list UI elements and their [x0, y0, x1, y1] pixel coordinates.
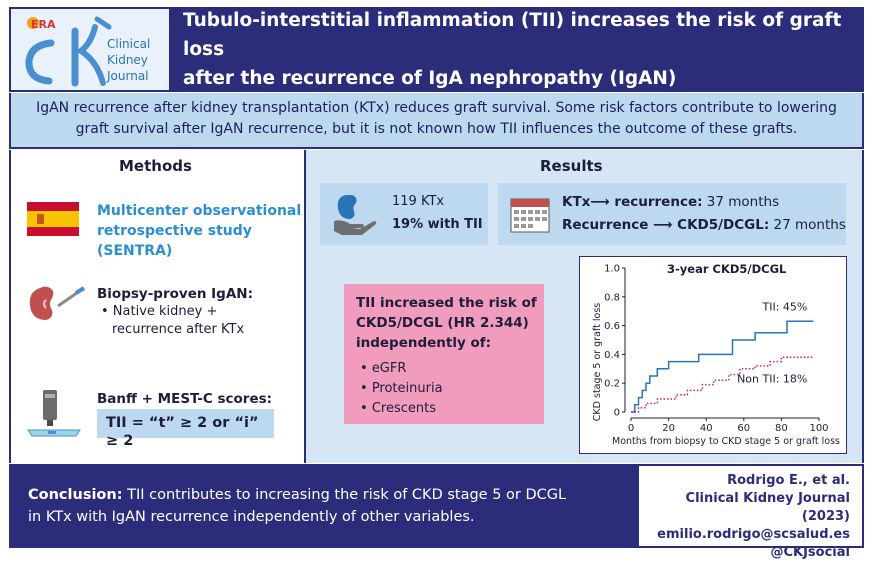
risk-statement: TII increased the risk of CKD5/DCGL (HR … [356, 295, 537, 351]
y-tick-label: 0.8 [604, 292, 620, 303]
ckj-logo-icon: ERA [25, 16, 112, 87]
timing-ktx-recurrence: KTx⟶ recurrence: 37 months [562, 194, 780, 210]
risk-factor-item: • Crescents [360, 401, 436, 416]
x-tick-label: 0 [628, 423, 634, 434]
citation-journal: Clinical Kidney Journal (2023) [685, 491, 850, 524]
intro-banner: IgAN recurrence after kidney transplanta… [9, 93, 864, 149]
banff-title: Banff + MEST-C scores: [97, 391, 273, 407]
methods-title: Methods [119, 157, 192, 175]
timing-box: KTx⟶ recurrence: 37 months Recurrence ⟶ … [498, 183, 846, 245]
panel-divider [304, 150, 306, 463]
social-handle[interactable]: @CKJsocial [770, 545, 850, 560]
cohort-box: 119 KTx 19% with TII [320, 183, 488, 245]
y-tick-label: 0.2 [604, 379, 620, 390]
x-tick-label: 100 [809, 423, 828, 434]
biopsy-bullet-1: • Native kidney + [101, 304, 218, 319]
tii-percentage: 19% with TII [392, 217, 483, 232]
biopsy-title: Biopsy-proven IgAN: [97, 286, 253, 302]
results-title: Results [540, 157, 603, 175]
ktx-count: 119 KTx [392, 194, 445, 209]
tii-definition: TII = “t” ≥ 2 or “i” ≥ 2 [106, 415, 259, 449]
x-tick-label: 20 [662, 423, 675, 434]
y-tick-label: 0 [614, 408, 620, 419]
conclusion: Conclusion: TII contributes to increasin… [11, 466, 639, 546]
risk-factor-item: • Proteinuria [360, 381, 443, 396]
risk-box: TII increased the risk of CKD5/DCGL (HR … [344, 284, 544, 424]
y-tick-label: 1.0 [604, 264, 620, 275]
x-tick-label: 40 [700, 423, 713, 434]
x-tick-label: 80 [775, 423, 788, 434]
spain-flag-icon [27, 202, 79, 236]
page-title: Tubulo-interstitial inflammation (TII) i… [183, 10, 842, 89]
chart-ylabel: CKD stage 5 or graft loss [592, 303, 603, 421]
footer: Conclusion: TII contributes to increasin… [9, 464, 864, 560]
risk-factor-item: • eGFR [360, 361, 407, 376]
calendar-icon [510, 198, 550, 233]
intro-line-1: IgAN recurrence after kidney transplanta… [36, 100, 837, 116]
logo-journal-name: Clinical Kidney Journal [107, 37, 151, 83]
biopsy-bullet-2: recurrence after KTx [112, 322, 245, 337]
study-design: Multicenter observational retrospective … [97, 203, 302, 259]
y-tick-label: 0.6 [604, 321, 620, 332]
title-banner: Tubulo-interstitial inflammation (TII) i… [169, 9, 862, 90]
conclusion-line-2: in KTx with IgAN recurrence independentl… [28, 509, 475, 525]
kidney-hand-icon [334, 195, 377, 235]
kidney-biopsy-icon [29, 286, 86, 320]
citation-authors: Rodrigo E., et al. [727, 473, 850, 488]
citation: Rodrigo E., et al. Clinical Kidney Journ… [639, 466, 862, 560]
timing-recurrence-ckd5: Recurrence ⟶ CKD5/DCGL: 27 months [562, 217, 846, 233]
risk-factor-list: • eGFR • Proteinuria • Crescents [360, 359, 443, 419]
intro-line-2: graft survival after IgAN recurrence, bu… [75, 121, 798, 137]
series-label-tii: TII: 45% [762, 300, 808, 313]
y-tick-label: 0.4 [604, 350, 620, 361]
x-tick-label: 60 [737, 423, 750, 434]
chart-xlabel: Months from biopsy to CKD stage 5 or gra… [612, 436, 840, 447]
conclusion-line-1: Conclusion: TII contributes to increasin… [28, 487, 567, 503]
series-line-tii [631, 320, 814, 413]
era-logo-text: ERA [31, 18, 56, 31]
chart-title: 3-year CKD5/DCGL [667, 262, 787, 276]
microscope-slide-icon [27, 390, 81, 437]
km-chart: 3-year CKD5/DCGL CKD stage 5 or graft lo… [592, 262, 840, 447]
journal-logo: ERA Clinical Kidney Journal [11, 9, 169, 90]
header: ERA Clinical Kidney Journal Tubulo-inter… [9, 7, 864, 92]
tii-definition-box: TII = “t” ≥ 2 or “i” ≥ 2 [97, 409, 274, 449]
contact-email[interactable]: emilio.rodrigo@scsalud.es [657, 527, 850, 542]
series-line-non-tii [631, 356, 814, 413]
series-label-non-tii: Non TII: 18% [737, 372, 807, 385]
